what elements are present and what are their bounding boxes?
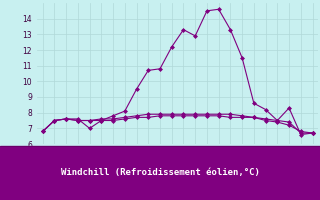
Text: Windchill (Refroidissement éolien,°C): Windchill (Refroidissement éolien,°C) [60,168,260,178]
